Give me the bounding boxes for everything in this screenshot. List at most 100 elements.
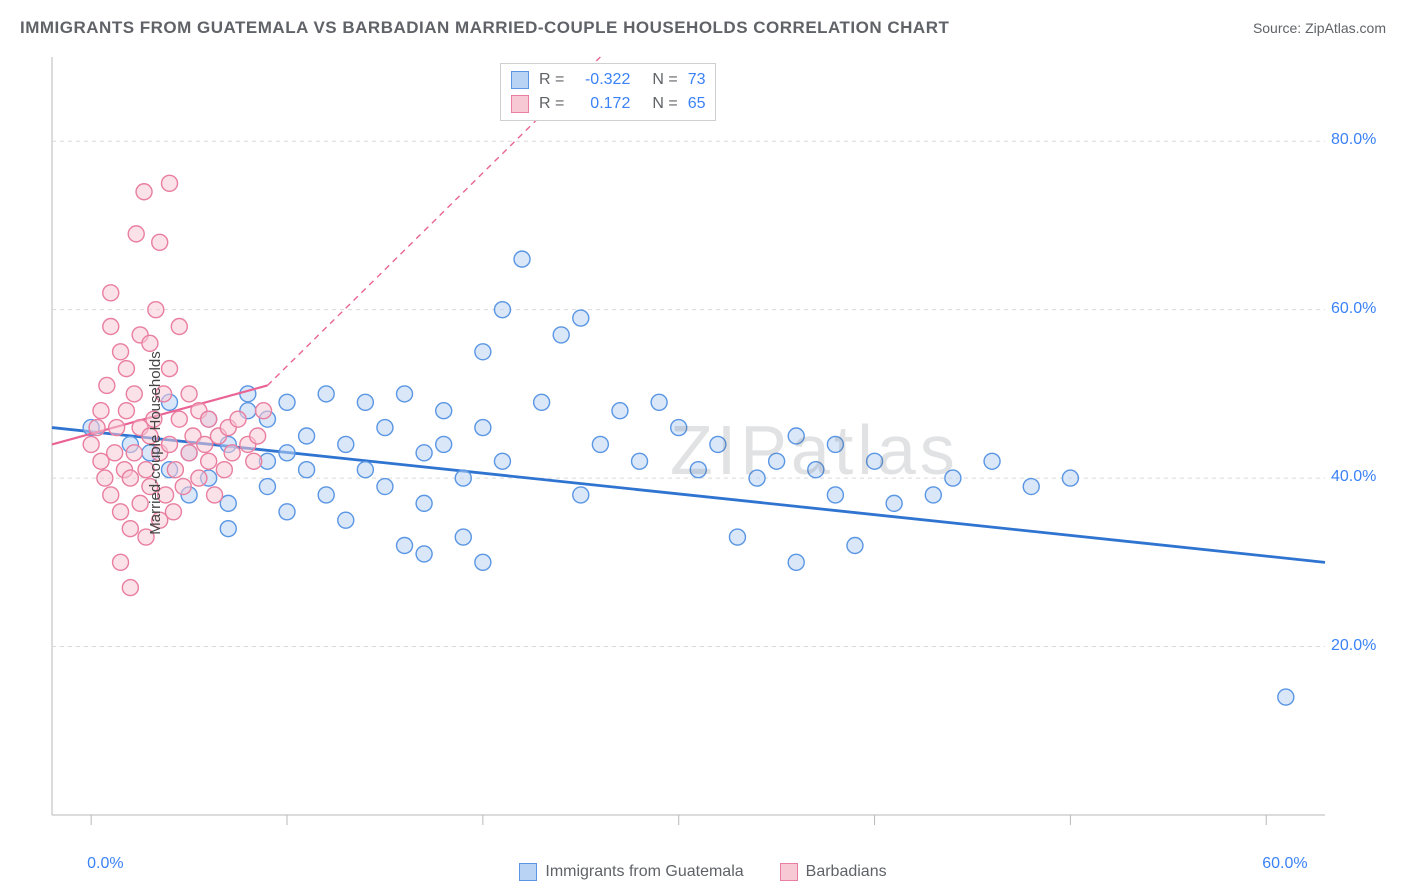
n-value: 65 <box>688 92 706 116</box>
data-point <box>318 386 334 402</box>
data-point <box>171 411 187 427</box>
data-point <box>148 302 164 318</box>
source-label: Source: ZipAtlas.com <box>1253 20 1386 36</box>
data-point <box>612 403 628 419</box>
data-point <box>99 377 115 393</box>
data-point <box>553 327 569 343</box>
data-point <box>246 453 262 469</box>
data-point <box>808 462 824 478</box>
data-point <box>945 470 961 486</box>
legend-label: Barbadians <box>806 863 887 881</box>
data-point <box>191 470 207 486</box>
data-point <box>224 445 240 461</box>
data-point <box>416 495 432 511</box>
data-point <box>925 487 941 503</box>
data-point <box>171 319 187 335</box>
data-point <box>1278 689 1294 705</box>
legend-item: Barbadians <box>780 863 887 881</box>
data-point <box>827 436 843 452</box>
data-point <box>318 487 334 503</box>
data-point <box>436 436 452 452</box>
data-point <box>250 428 266 444</box>
y-tick-label: 20.0% <box>1331 637 1376 655</box>
data-point <box>126 445 142 461</box>
data-point <box>279 445 295 461</box>
data-point <box>93 403 109 419</box>
legend-swatch <box>780 863 798 881</box>
data-point <box>279 504 295 520</box>
data-point <box>83 436 99 452</box>
data-point <box>113 344 129 360</box>
data-point <box>534 394 550 410</box>
data-point <box>220 521 236 537</box>
data-point <box>867 453 883 469</box>
data-point <box>984 453 1000 469</box>
data-point <box>216 462 232 478</box>
data-point <box>126 386 142 402</box>
chart-title: IMMIGRANTS FROM GUATEMALA VS BARBADIAN M… <box>20 18 949 38</box>
data-point <box>788 428 804 444</box>
data-point <box>847 537 863 553</box>
data-point <box>494 302 510 318</box>
data-point <box>167 462 183 478</box>
data-point <box>259 479 275 495</box>
data-point <box>128 226 144 242</box>
data-point <box>397 386 413 402</box>
data-point <box>338 512 354 528</box>
data-point <box>152 234 168 250</box>
data-point <box>97 470 113 486</box>
data-point <box>338 436 354 452</box>
data-point <box>455 529 471 545</box>
data-point <box>651 394 667 410</box>
legend-swatch <box>519 863 537 881</box>
data-point <box>103 285 119 301</box>
data-point <box>475 344 491 360</box>
n-value: 73 <box>688 68 706 92</box>
data-point <box>118 403 134 419</box>
data-point <box>729 529 745 545</box>
legend-swatch <box>511 95 529 113</box>
data-point <box>122 580 138 596</box>
r-label: R = <box>539 68 564 92</box>
data-point <box>201 411 217 427</box>
data-point <box>299 462 315 478</box>
data-point <box>690 462 706 478</box>
r-value: -0.322 <box>574 68 630 92</box>
data-point <box>89 420 105 436</box>
data-point <box>122 521 138 537</box>
data-point <box>113 504 129 520</box>
legend-item: Immigrants from Guatemala <box>519 863 743 881</box>
data-point <box>107 445 123 461</box>
data-point <box>416 546 432 562</box>
r-value: 0.172 <box>574 92 630 116</box>
y-tick-label: 40.0% <box>1331 468 1376 486</box>
y-tick-label: 60.0% <box>1331 300 1376 318</box>
data-point <box>671 420 687 436</box>
data-point <box>886 495 902 511</box>
data-point <box>165 504 181 520</box>
data-point <box>357 394 373 410</box>
data-point <box>109 420 125 436</box>
data-point <box>181 445 197 461</box>
data-point <box>514 251 530 267</box>
plot-area: Married-couple Households 20.0% 40.0% 60.0… <box>50 55 1380 830</box>
data-point <box>827 487 843 503</box>
y-axis-label: Married-couple Households <box>147 351 164 534</box>
data-point <box>573 487 589 503</box>
data-point <box>1062 470 1078 486</box>
data-point <box>279 394 295 410</box>
legend-label: Immigrants from Guatemala <box>545 863 743 881</box>
data-point <box>475 420 491 436</box>
data-point <box>416 445 432 461</box>
scatter-chart <box>50 55 1380 830</box>
n-label: N = <box>652 92 677 116</box>
data-point <box>357 462 373 478</box>
data-point <box>377 420 393 436</box>
data-point <box>632 453 648 469</box>
data-point <box>103 319 119 335</box>
data-point <box>573 310 589 326</box>
data-point <box>142 335 158 351</box>
legend-row: R =-0.322N =73 <box>511 68 705 92</box>
data-point <box>436 403 452 419</box>
data-point <box>788 554 804 570</box>
